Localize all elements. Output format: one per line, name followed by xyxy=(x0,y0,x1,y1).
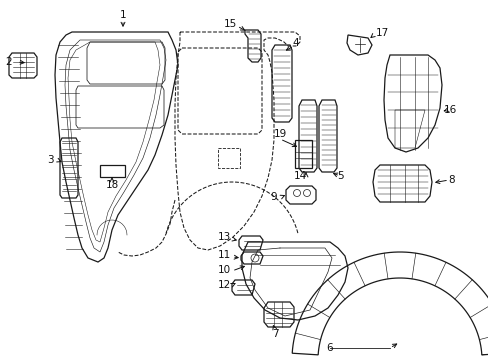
Text: 7: 7 xyxy=(271,329,278,339)
Text: 2: 2 xyxy=(6,57,12,67)
Text: 6: 6 xyxy=(326,343,333,353)
Text: 15: 15 xyxy=(223,19,236,29)
Text: 8: 8 xyxy=(448,175,454,185)
Text: 12: 12 xyxy=(217,280,230,290)
Text: 4: 4 xyxy=(292,38,299,48)
Text: 17: 17 xyxy=(375,28,388,38)
Text: 5: 5 xyxy=(336,171,343,181)
Text: 3: 3 xyxy=(46,155,53,165)
Text: 10: 10 xyxy=(217,265,230,275)
Text: 1: 1 xyxy=(120,10,126,20)
Text: 18: 18 xyxy=(105,180,119,190)
Text: 9: 9 xyxy=(270,192,277,202)
Text: 11: 11 xyxy=(217,250,230,260)
Text: 16: 16 xyxy=(443,105,456,115)
Text: 19: 19 xyxy=(273,129,286,139)
Text: 13: 13 xyxy=(217,232,230,242)
Text: 14: 14 xyxy=(293,171,306,181)
